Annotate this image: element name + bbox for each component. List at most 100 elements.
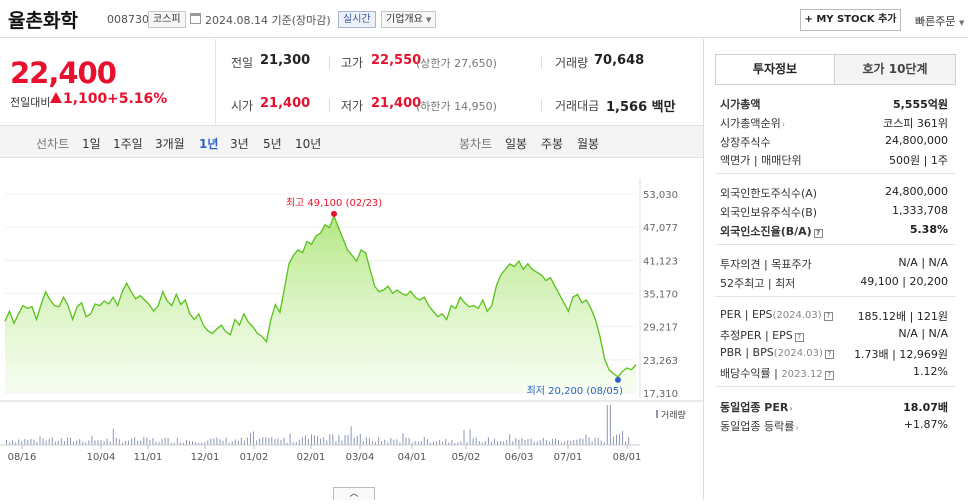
volume-bar <box>88 440 90 445</box>
volume-bar <box>253 431 254 445</box>
volume-bar <box>283 437 285 445</box>
volume-bar <box>542 437 544 445</box>
divider <box>715 84 956 85</box>
amount-value: 1,566 백만 <box>606 100 676 115</box>
x-tick-label: 06/03 <box>505 452 534 463</box>
help-icon[interactable]: ? <box>813 229 823 238</box>
divider <box>329 56 330 69</box>
tab-3m[interactable]: 3개월 <box>155 137 185 151</box>
help-icon[interactable]: ? <box>794 333 804 342</box>
volume-bar <box>588 437 590 445</box>
volume-bar <box>387 442 389 445</box>
volume-bar <box>134 437 136 445</box>
tab-1d[interactable]: 1일 <box>82 137 101 151</box>
stock-code: 008730 <box>107 13 149 26</box>
tab-5y[interactable]: 5년 <box>263 137 282 151</box>
pbr-bps-value: 1.73배 | 12,969원 <box>854 348 948 361</box>
divider <box>541 56 542 69</box>
x-tick-label: 08/01 <box>613 452 642 463</box>
volume-bar <box>515 438 517 445</box>
volume-bar <box>213 438 215 445</box>
volume-bar <box>356 435 358 445</box>
tab-1w[interactable]: 1주일 <box>113 137 143 151</box>
divider <box>715 244 956 245</box>
x-tick-label: 12/01 <box>191 452 220 463</box>
tab-10y[interactable]: 10년 <box>295 137 322 151</box>
volume-legend: 거래량 <box>661 409 686 421</box>
volume-bar <box>298 439 300 445</box>
shares-label: 상장주식수 <box>720 136 771 149</box>
low-marker <box>614 376 621 383</box>
volume-bar <box>94 440 96 445</box>
volume-bar <box>472 438 474 445</box>
volume-bar <box>567 440 569 445</box>
x-tick-label: 05/02 <box>452 452 481 463</box>
volume-bar <box>353 437 355 445</box>
chart-period-tabs: 선차트 1일 1주일 3개월 1년 3년 5년 10년 봉차트 일봉 주봉 월봉 <box>0 125 703 158</box>
volume-bar <box>612 436 614 445</box>
volume-bar <box>51 437 53 445</box>
company-info-dropdown[interactable]: 기업개요 ▼ <box>381 11 437 28</box>
volume-bar <box>509 434 511 445</box>
volume-bar <box>164 437 166 445</box>
shares-value: 24,800,000 <box>885 134 948 147</box>
volume-bar <box>27 440 29 445</box>
volume-bar <box>362 441 364 445</box>
price-chart[interactable]: 53,030 47,077 41,123 35,170 29,217 23,263 17,3… <box>0 158 703 500</box>
w52-value: 49,100 | 20,200 <box>860 275 948 288</box>
x-tick-label: 07/01 <box>554 452 583 463</box>
help-icon[interactable]: ? <box>823 312 833 321</box>
amount-label: 거래대금 <box>555 99 600 113</box>
upper-limit: (상한가 27,650) <box>416 57 497 70</box>
volume-bar <box>545 440 547 445</box>
volume-bar <box>411 442 413 445</box>
volume-bar <box>570 441 572 445</box>
help-icon[interactable]: ? <box>824 371 834 380</box>
w52-label: 52주최고 | 최저 <box>720 277 796 290</box>
volume-bar <box>521 438 523 445</box>
x-tick-label: 03/04 <box>346 452 375 463</box>
volume-bar <box>48 439 50 445</box>
volume-bar <box>70 437 71 445</box>
tab-weekly[interactable]: 주봉 <box>541 137 564 151</box>
volume-bar <box>158 442 160 445</box>
volume-bar <box>179 442 181 445</box>
collapse-button[interactable]: ︿ <box>333 487 375 500</box>
volume-bar <box>484 440 486 445</box>
volume-bar <box>490 442 492 445</box>
open-label: 시가 <box>231 99 254 113</box>
volume-bar <box>256 440 258 445</box>
volume-bar <box>445 439 447 445</box>
tab-1y[interactable]: 1년 <box>199 137 219 151</box>
volume-bar <box>536 441 538 445</box>
low-label: 저가 <box>341 99 364 113</box>
high-annotation: 최고 49,100 (02/23) <box>286 197 382 209</box>
volume-bar <box>573 440 575 445</box>
volume-bar <box>60 438 62 445</box>
realtime-badge[interactable]: 실시간 <box>338 11 376 28</box>
industry-rate-label[interactable]: 동일업종 등락률› <box>720 420 799 433</box>
volume-bar <box>317 435 319 445</box>
y-tick-label: 29,217 <box>643 323 678 334</box>
volume-bar <box>463 430 465 445</box>
help-icon[interactable]: ? <box>824 350 834 359</box>
volume-bar <box>216 437 218 445</box>
volume-bar <box>329 434 331 445</box>
cap-rank-label[interactable]: 시가총액순위› <box>720 117 785 130</box>
volume-bar <box>246 437 248 445</box>
tab-monthly[interactable]: 월봉 <box>577 137 600 151</box>
tab-daily[interactable]: 일봉 <box>505 137 528 151</box>
volume-bar <box>195 442 197 445</box>
industry-per-label[interactable]: 동일업종 PER› <box>720 401 793 414</box>
tab-orderbook[interactable]: 호가 10단계 <box>834 54 956 85</box>
volume-bar <box>271 437 273 445</box>
volume-bar <box>170 442 172 445</box>
tab-3y[interactable]: 3년 <box>230 137 249 151</box>
volume-bar <box>274 439 276 445</box>
add-mystock-button[interactable]: + MY STOCK 추가 <box>800 9 901 31</box>
volume-bar <box>439 439 441 445</box>
tab-invest-info[interactable]: 투자정보 <box>715 54 835 85</box>
x-tick-label: 02/01 <box>297 452 326 463</box>
quick-order-button[interactable]: 빠른주문 ▼ <box>915 15 965 28</box>
par-unit-label: 액면가 | 매매단위 <box>720 154 802 167</box>
